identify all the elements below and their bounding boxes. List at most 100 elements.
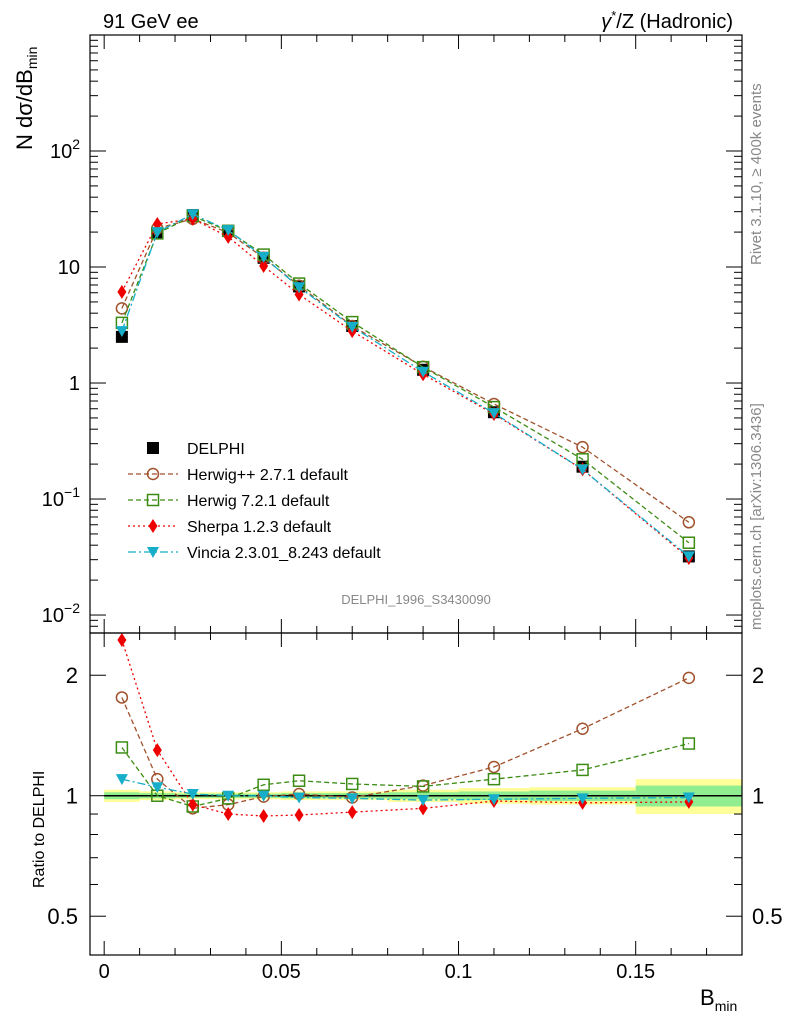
point-sherpa xyxy=(223,229,233,244)
legend-marker-data xyxy=(147,442,159,454)
point-vincia xyxy=(487,408,500,420)
point-herwig7 xyxy=(115,741,129,754)
point-herwig7 xyxy=(257,778,270,792)
point-vincia xyxy=(293,282,306,294)
main-y-tick-label: 1 xyxy=(69,373,80,395)
main-series xyxy=(115,209,696,566)
point-sherpa xyxy=(259,259,269,274)
main-y-tick-base: 10 xyxy=(42,489,64,511)
header-right-gamma: γ xyxy=(601,11,612,33)
header-right-star: * xyxy=(611,8,616,23)
ratio-y-tick-label: 0.5 xyxy=(47,904,78,929)
point-vincia xyxy=(293,792,306,804)
legend-label-sherpa: Sherpa 1.2.3 default xyxy=(187,519,332,536)
point-herwig7 xyxy=(416,780,430,793)
x-tick-label: 0.1 xyxy=(445,961,473,983)
ratio-panel: 0.5 0.5 1 1 2 2 0 0.05 0.1 0.15 Ratio to DELPHI B… xyxy=(31,632,783,1014)
point-sherpa xyxy=(223,807,233,822)
header-right: γ*/Z (Hadronic) xyxy=(601,8,733,33)
point-vincia xyxy=(346,321,359,333)
mcplots-label: mcplots.cern.ch [arXiv:1306.3436] xyxy=(748,403,765,630)
point-vincia xyxy=(115,774,128,786)
point-sherpa xyxy=(294,287,304,302)
point-vincia xyxy=(222,790,235,802)
point-vincia xyxy=(682,792,695,804)
point-sherpa xyxy=(259,808,269,823)
point-vincia xyxy=(417,795,430,807)
ratio-y-tick-label-right: 2 xyxy=(752,663,764,688)
point-herwig7 xyxy=(487,772,501,786)
main-ylabel-text: N dσ/dB xyxy=(12,69,37,150)
x-tick-label: 0.15 xyxy=(616,961,655,983)
legend: DELPHI Herwig++ 2.7.1 default Herwig 7.2.1… xyxy=(128,441,381,562)
x-axis-label-sub: min xyxy=(715,998,738,1014)
main-ylabel: N dσ/dBmin xyxy=(12,47,40,150)
series-line-herwig7 xyxy=(121,742,690,808)
point-herwigpp xyxy=(487,760,501,774)
legend-label-data: DELPHI xyxy=(187,441,245,458)
point-herwigpp xyxy=(115,302,129,315)
point-vincia xyxy=(417,366,430,378)
point-herwigpp xyxy=(576,440,589,454)
point-vincia xyxy=(257,251,270,263)
legend-label-herwig7: Herwig 7.2.1 default xyxy=(187,493,330,510)
point-herwig7 xyxy=(576,763,589,777)
ratio-frame xyxy=(89,632,743,956)
main-y-tick-label: 10 xyxy=(58,257,80,279)
ratio-series xyxy=(115,632,696,823)
point-herwigpp xyxy=(682,671,696,685)
point-herwigpp xyxy=(682,516,696,529)
point-vincia xyxy=(222,225,235,237)
main-y-tick-exp: 2 xyxy=(72,136,80,152)
point-vincia xyxy=(151,782,164,794)
series-line-herwig7 xyxy=(121,215,690,544)
rivet-label: Rivet 3.1.10, ≥ 400k events xyxy=(748,83,765,265)
ratio-y-tick-label: 2 xyxy=(66,663,78,688)
main-y-tick-label: 10−1 xyxy=(42,484,80,511)
point-vincia xyxy=(257,790,270,802)
point-vincia xyxy=(576,464,589,476)
main-y-tick-label: 10−2 xyxy=(42,600,80,627)
main-y-tick-exp: −2 xyxy=(64,600,80,616)
point-vincia xyxy=(576,793,589,805)
legend-label-vincia: Vincia 2.3.01_8.243 default xyxy=(187,545,381,562)
x-tick-label: 0.05 xyxy=(262,961,301,983)
point-herwig7 xyxy=(292,774,306,787)
point-herwigpp xyxy=(115,691,129,704)
ratio-ylabel: Ratio to DELPHI xyxy=(31,771,48,888)
point-vincia xyxy=(346,793,359,805)
point-herwig7 xyxy=(345,777,359,791)
point-vincia xyxy=(115,326,128,338)
legend-label-herwigpp: Herwig++ 2.7.1 default xyxy=(187,467,349,484)
point-vincia xyxy=(186,788,199,800)
point-vincia xyxy=(186,209,199,221)
ratio-y-tick-label: 1 xyxy=(66,784,78,809)
point-sherpa xyxy=(347,805,357,820)
point-vincia xyxy=(151,227,164,239)
point-sherpa xyxy=(117,284,127,299)
point-vincia xyxy=(682,551,695,563)
ratio-y-tick-label-right: 0.5 xyxy=(752,904,783,929)
main-y-tick-base: 10 xyxy=(50,141,72,163)
point-herwig7 xyxy=(682,536,696,549)
point-herwig7 xyxy=(682,737,696,750)
x-axis-label: Bmin xyxy=(700,985,737,1014)
analysis-watermark: DELPHI_1996_S3430090 xyxy=(341,592,491,607)
point-sherpa xyxy=(152,743,162,758)
x-tick-label: 0 xyxy=(99,961,110,983)
point-herwigpp xyxy=(576,722,589,736)
point-sherpa xyxy=(117,632,127,647)
header-left: 91 GeV ee xyxy=(103,11,199,33)
main-y-tick-label: 102 xyxy=(50,136,80,163)
ratio-axes: 0.5 0.5 1 1 2 2 0 0.05 0.1 0.15 xyxy=(47,633,783,983)
legend-marker-vincia xyxy=(147,547,159,558)
main-frame xyxy=(89,34,743,634)
x-axis-label-text: B xyxy=(700,985,715,1010)
main-y-tick-exp: −1 xyxy=(64,484,80,500)
legend-marker-sherpa xyxy=(148,519,158,533)
main-y-tick-base: 10 xyxy=(42,605,64,627)
point-sherpa xyxy=(418,801,428,816)
main-y-tick-base: 1 xyxy=(69,373,80,395)
